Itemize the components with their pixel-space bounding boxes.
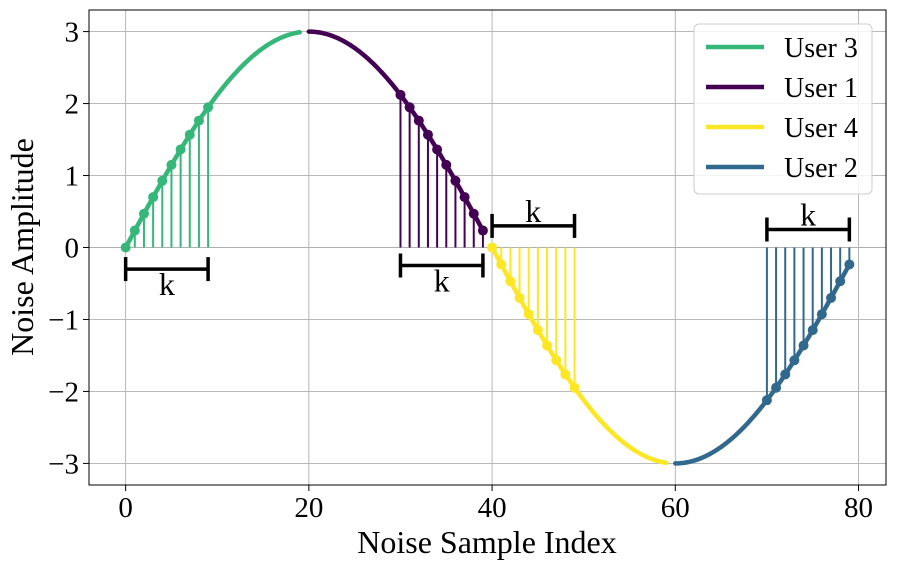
marker-user-4: [569, 382, 580, 393]
marker-user-2: [835, 276, 846, 287]
marker-user-1: [404, 102, 415, 113]
marker-user-1: [477, 225, 488, 236]
x-tick-label: 0: [118, 492, 133, 524]
marker-user-3: [166, 159, 177, 170]
bracket-label: k: [159, 266, 175, 302]
x-tick-label: 40: [478, 492, 507, 524]
bracket-label: k: [800, 197, 816, 233]
y-tick-label: −1: [48, 304, 79, 336]
marker-user-2: [789, 355, 800, 366]
marker-user-1: [395, 89, 406, 100]
marker-user-3: [157, 175, 168, 186]
legend-label: User 1: [784, 73, 858, 104]
legend: User 3 User 1 User 4 User 2: [693, 23, 873, 195]
x-tick-label: 60: [661, 492, 690, 524]
legend-label: User 3: [784, 33, 858, 64]
marker-user-1: [459, 192, 470, 203]
y-tick-label: −3: [48, 448, 79, 480]
marker-user-1: [450, 175, 461, 186]
y-tick-label: 1: [65, 161, 80, 193]
marker-user-4: [551, 355, 562, 366]
marker-user-4: [542, 340, 553, 351]
legend-label: User 4: [784, 113, 858, 144]
y-tick-label: 2: [65, 89, 80, 121]
y-tick-label: 0: [65, 233, 80, 265]
marker-user-2: [816, 309, 827, 320]
k-brackets: k k k k: [123, 193, 852, 302]
k-bracket: k: [765, 197, 852, 242]
bracket-label: k: [434, 262, 450, 298]
y-axis-label: Noise Amplitude: [4, 138, 40, 356]
x-axis-ticks: 0 20 40 60 80: [118, 485, 873, 524]
y-tick-label: 3: [65, 17, 80, 49]
marker-user-3: [184, 129, 195, 140]
marker-user-1: [432, 144, 443, 155]
k-bracket: k: [398, 253, 485, 298]
k-bracket: k: [490, 193, 577, 238]
marker-user-1: [422, 129, 433, 140]
marker-user-4: [532, 325, 543, 336]
marker-user-3: [120, 242, 131, 253]
x-tick-label: 80: [844, 492, 873, 524]
marker-user-4: [523, 309, 534, 320]
marker-user-3: [138, 208, 149, 219]
marker-user-4: [514, 292, 525, 303]
marker-user-3: [203, 102, 214, 113]
marker-user-4: [505, 276, 516, 287]
k-bracket: k: [123, 257, 210, 302]
marker-user-4: [487, 242, 498, 253]
legend-label: User 2: [784, 153, 858, 184]
marker-user-2: [807, 325, 818, 336]
x-tick-label: 20: [294, 492, 323, 524]
x-axis-label: Noise Sample Index: [357, 524, 617, 560]
marker-user-4: [560, 369, 571, 380]
y-tick-label: −2: [48, 376, 79, 408]
marker-user-1: [413, 115, 424, 126]
marker-user-1: [441, 159, 452, 170]
stem-lines: [133, 94, 851, 401]
marker-user-3: [129, 225, 140, 236]
marker-user-2: [761, 395, 772, 406]
marker-user-3: [148, 192, 159, 203]
marker-user-2: [844, 259, 855, 270]
marker-user-2: [780, 369, 791, 380]
sample-markers: [120, 89, 855, 406]
marker-user-1: [468, 208, 479, 219]
marker-user-4: [496, 259, 507, 270]
bracket-label: k: [525, 193, 541, 229]
legend-box: [693, 23, 873, 195]
marker-user-2: [826, 292, 837, 303]
marker-user-2: [798, 340, 809, 351]
y-axis-ticks: −3 −2 −1 0 1 2 3: [48, 17, 89, 480]
marker-user-3: [193, 115, 204, 126]
marker-user-3: [175, 144, 186, 155]
marker-user-2: [771, 382, 782, 393]
